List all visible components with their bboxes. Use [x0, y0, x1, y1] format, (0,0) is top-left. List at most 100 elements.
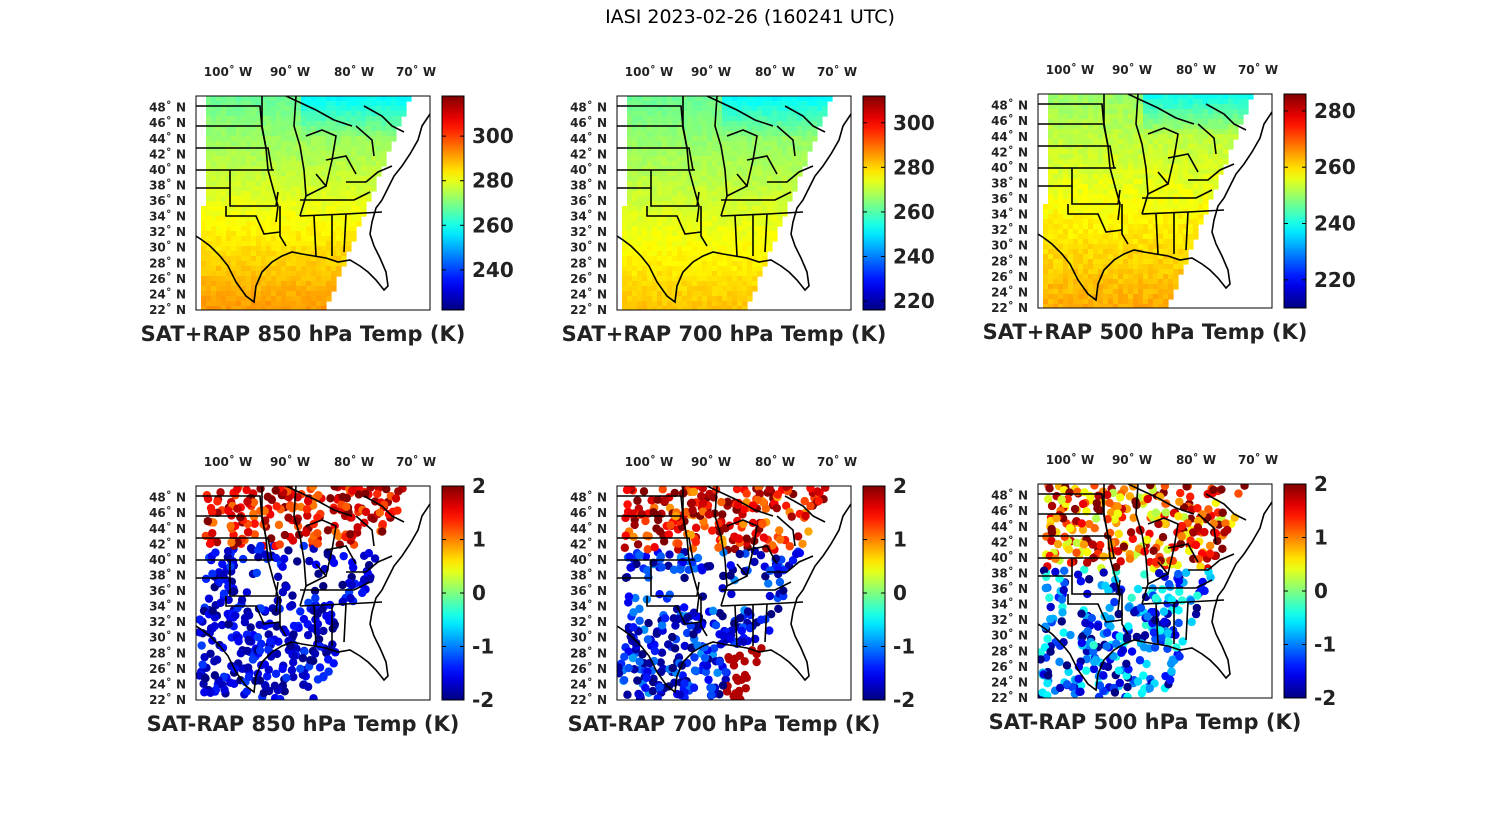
field-cell [251, 226, 257, 232]
field-cell [216, 156, 222, 162]
field-cell [1088, 219, 1094, 225]
scatter-point [394, 487, 403, 496]
field-cell [642, 211, 648, 217]
field-cell [1148, 304, 1154, 308]
field-cell [296, 236, 302, 242]
field-cell [1183, 184, 1189, 190]
field-cell [627, 191, 633, 197]
field-cell [1113, 244, 1119, 250]
coastline [196, 503, 430, 694]
field-cell [737, 191, 743, 197]
field-cell [642, 146, 648, 152]
field-cell [632, 151, 638, 157]
field-cell [341, 191, 347, 197]
field-cell [241, 191, 247, 197]
field-cell [1068, 194, 1074, 200]
field-cell [762, 251, 768, 257]
field-cell [1103, 179, 1109, 185]
field-cell [316, 261, 322, 267]
field-cell [692, 206, 698, 212]
field-cell [211, 156, 217, 162]
field-cell [1153, 279, 1159, 285]
field-cell [772, 156, 778, 162]
field-cell [281, 286, 287, 292]
scatter-point [243, 497, 252, 506]
field-cell [1088, 159, 1094, 165]
field-cell [647, 141, 653, 147]
field-cell [637, 296, 643, 302]
field-cell [1173, 129, 1179, 135]
field-cell [226, 226, 232, 232]
field-cell [627, 131, 633, 137]
field-cell [1143, 114, 1149, 120]
field-cell [772, 176, 778, 182]
field-cell [707, 96, 713, 102]
field-cell [276, 276, 282, 282]
field-cell [1223, 94, 1229, 100]
field-cell [642, 126, 648, 132]
field-cell [742, 126, 748, 132]
field-cell [266, 291, 272, 297]
field-cell [782, 136, 788, 142]
field-cell [316, 306, 322, 310]
field-cell [627, 121, 633, 127]
field-cell [1178, 259, 1184, 265]
state-line [196, 147, 273, 171]
field-cell [341, 146, 347, 152]
field-cell [251, 96, 257, 102]
field-cell [236, 221, 242, 227]
field-cell [341, 256, 347, 262]
field-cell [622, 241, 628, 247]
field-cell [1113, 154, 1119, 160]
field-cell [1108, 94, 1114, 100]
field-cell [321, 231, 327, 237]
field-cell [211, 281, 217, 287]
field-cell [1128, 104, 1134, 110]
field-cell [1168, 189, 1174, 195]
field-cell [306, 296, 312, 302]
field-cell [311, 281, 317, 287]
field-cell [336, 126, 342, 132]
field-cell [1128, 94, 1134, 100]
field-cell [266, 181, 272, 187]
field-cell [211, 166, 217, 172]
field-cell [351, 216, 357, 222]
field-cell [226, 271, 232, 277]
field-cell [762, 186, 768, 192]
field-cell [366, 151, 372, 157]
scatter-point [298, 653, 308, 663]
scatter-point [227, 538, 236, 547]
field-cell [211, 126, 217, 132]
field-cell [1153, 264, 1159, 270]
field-cell [732, 201, 738, 207]
field-cell [251, 191, 257, 197]
field-cell [1088, 259, 1094, 265]
field-cell [1063, 114, 1069, 120]
field-cell [301, 126, 307, 132]
field-cell [707, 276, 713, 282]
field-cell [797, 136, 803, 142]
field-cell [737, 231, 743, 237]
field-cell [667, 116, 673, 122]
field-cell [1148, 184, 1154, 190]
field-cell [1083, 209, 1089, 215]
field-cell [316, 266, 322, 272]
field-cell [1183, 159, 1189, 165]
field-cell [296, 221, 302, 227]
field-cell [236, 166, 242, 172]
state-line [225, 596, 281, 625]
field-cell [321, 286, 327, 292]
field-cell [677, 296, 683, 302]
field-cell [276, 126, 282, 132]
state-line [279, 596, 287, 637]
field-cell [336, 141, 342, 147]
field-cell [627, 181, 633, 187]
field-cell [216, 136, 222, 142]
field-cell [286, 236, 292, 242]
field-cell [672, 126, 678, 132]
state-line [767, 165, 814, 183]
field-cell [1078, 219, 1084, 225]
field-cell [702, 206, 708, 212]
field-cell [672, 286, 678, 292]
field-cell [311, 101, 317, 107]
